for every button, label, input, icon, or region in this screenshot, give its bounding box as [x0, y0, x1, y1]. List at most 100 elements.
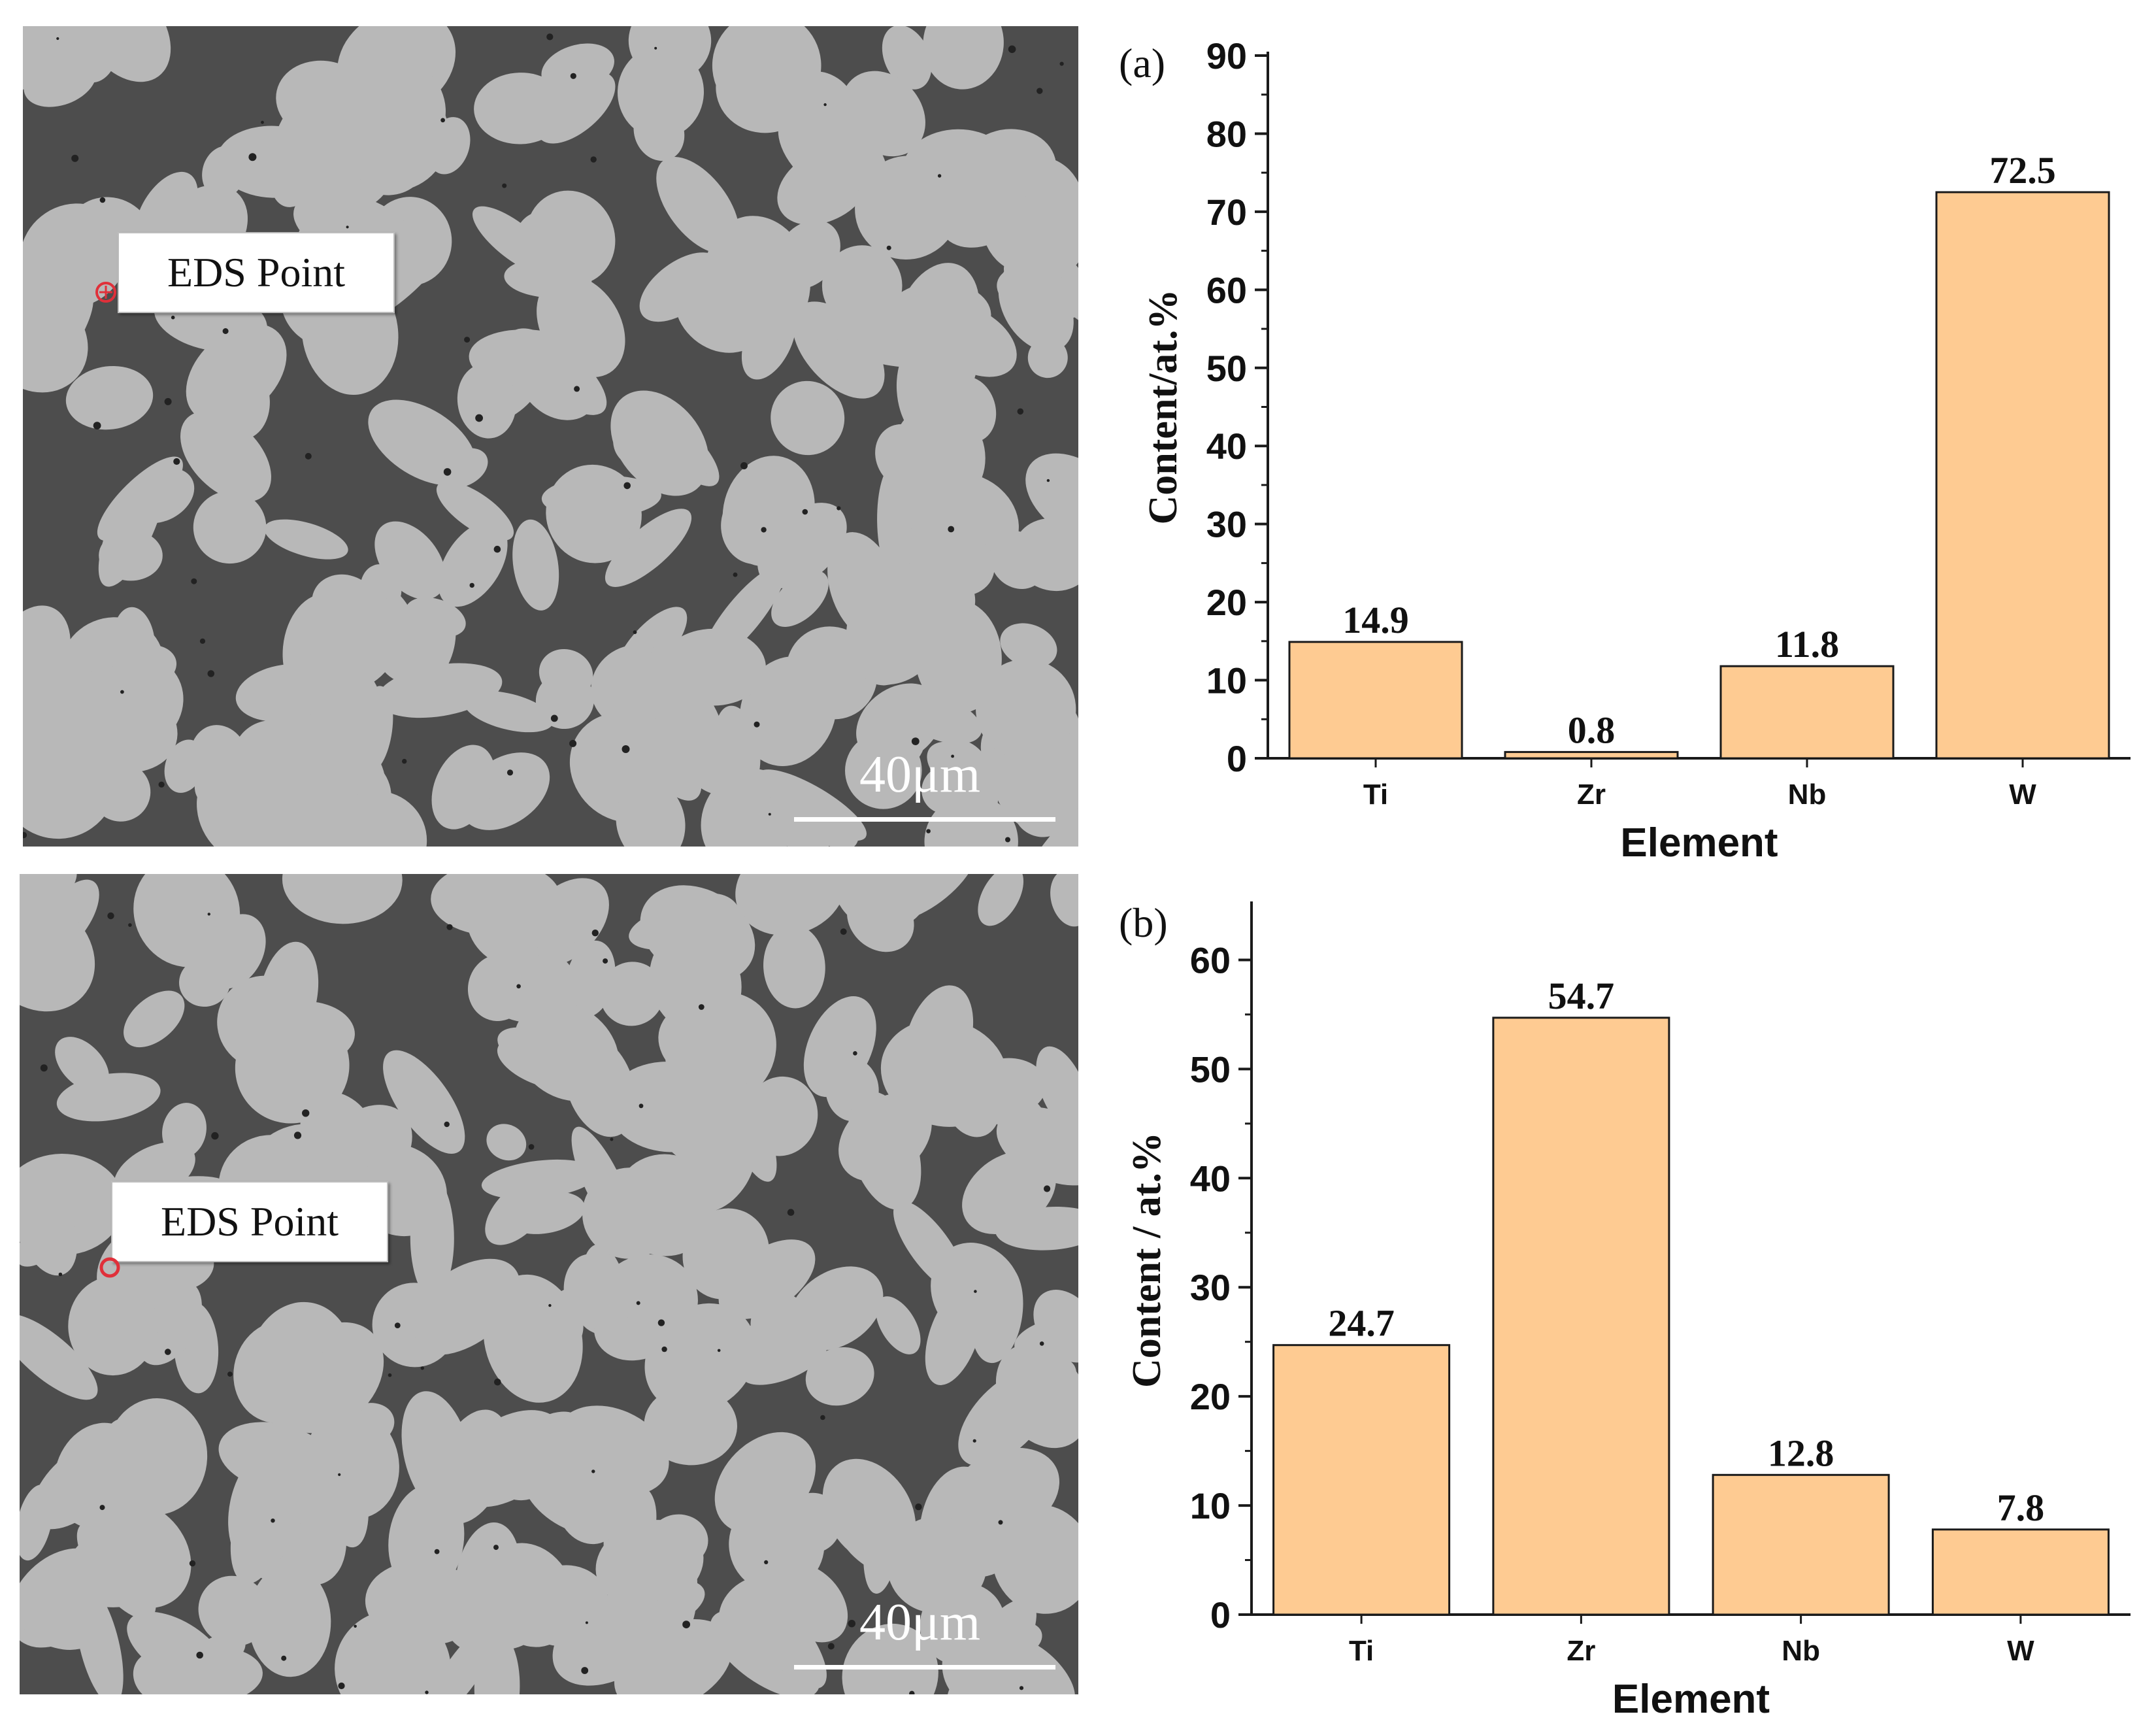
grain	[533, 1008, 574, 1062]
grain	[401, 1391, 473, 1516]
grain	[269, 92, 335, 207]
grain	[485, 1178, 550, 1245]
grain	[431, 745, 495, 830]
pore	[823, 103, 827, 107]
grain	[616, 779, 686, 847]
pore	[886, 245, 891, 250]
pore	[569, 739, 577, 747]
grain	[93, 656, 184, 748]
grain	[186, 324, 287, 423]
grain	[995, 1343, 1078, 1449]
grain	[718, 1239, 816, 1320]
pore	[974, 1290, 977, 1293]
y-tick-label: 60	[1190, 939, 1231, 981]
grain	[649, 929, 742, 1034]
grain	[23, 635, 96, 747]
grain	[771, 1562, 848, 1643]
bar-w	[1935, 191, 2110, 760]
pore	[338, 1682, 345, 1690]
y-tick-label: 20	[1206, 582, 1247, 623]
pore	[302, 1109, 310, 1117]
data-label-w: 7.8	[1997, 1486, 2045, 1529]
pore	[570, 73, 576, 79]
grain	[20, 1185, 78, 1276]
grain	[962, 1150, 1056, 1234]
pore	[99, 1505, 105, 1511]
grain	[605, 509, 692, 587]
eds-point-label-b: EDS Point	[111, 1181, 388, 1262]
grain	[193, 491, 267, 564]
pore	[261, 120, 264, 124]
grain	[68, 1276, 158, 1376]
grain	[158, 1646, 263, 1694]
grain	[474, 1632, 520, 1694]
grain	[438, 521, 508, 607]
panel-label-b: (b)	[1119, 899, 1168, 946]
pore	[1044, 1185, 1051, 1192]
pore	[623, 482, 631, 490]
micrograph-texture-a	[23, 26, 1078, 847]
pore	[911, 737, 920, 745]
grain	[978, 874, 1024, 926]
grain	[113, 607, 156, 677]
pore	[740, 462, 748, 469]
pore	[248, 153, 257, 161]
x-tick-label-w: W	[2009, 779, 2036, 811]
pore	[516, 984, 521, 989]
pore	[657, 1319, 665, 1326]
grain	[705, 216, 810, 341]
pore	[173, 458, 180, 465]
pore	[475, 414, 483, 422]
grain	[877, 465, 912, 577]
grain	[916, 527, 995, 596]
x-tick-label-ti: Ti	[1349, 1635, 1374, 1667]
grain	[735, 874, 846, 935]
pore	[58, 1272, 63, 1277]
y-tick-label: 50	[1206, 348, 1247, 389]
pore	[440, 118, 445, 123]
grain	[467, 954, 530, 1021]
micrograph-texture-b	[20, 874, 1078, 1694]
pore	[840, 928, 847, 935]
pore	[506, 769, 514, 776]
grain	[282, 874, 403, 924]
grain	[880, 1019, 1008, 1127]
pore	[128, 923, 132, 927]
y-tick-label: 30	[1206, 504, 1247, 545]
grain	[248, 1565, 331, 1677]
grain	[235, 1009, 350, 1124]
pore	[305, 452, 312, 460]
grain	[742, 1337, 827, 1385]
grain	[233, 1320, 325, 1423]
pore	[425, 1690, 429, 1694]
grain	[847, 886, 914, 952]
pore	[550, 714, 558, 722]
grain	[65, 365, 154, 430]
grain	[60, 26, 149, 66]
grain	[512, 519, 559, 611]
grain	[541, 475, 661, 518]
grain	[1050, 874, 1078, 927]
pore	[937, 174, 942, 178]
pore	[40, 1064, 48, 1072]
grain	[659, 701, 720, 762]
grain	[617, 46, 705, 139]
scale-bar-label-b: 40μm	[859, 1594, 981, 1651]
scale-bar-a	[794, 817, 1055, 822]
grain	[190, 725, 250, 797]
grain	[535, 671, 594, 730]
bar-chart-a-svg: 0 10 20 30 40 50 60 70 80 90 14.9 Ti 0.8 Zr 11.8 Nb 72.5…	[1141, 35, 2131, 865]
grain	[633, 716, 702, 801]
grain	[714, 1432, 816, 1534]
grain	[792, 301, 885, 399]
pore	[639, 1103, 644, 1109]
y-tick-label: 0	[1227, 738, 1247, 779]
y-tick-label: 70	[1206, 192, 1247, 233]
grain	[20, 1485, 54, 1561]
pore	[827, 1643, 835, 1650]
grain	[901, 695, 982, 744]
pore	[1046, 478, 1050, 482]
pore	[948, 526, 955, 533]
pore	[464, 337, 471, 343]
pore	[293, 1132, 302, 1139]
